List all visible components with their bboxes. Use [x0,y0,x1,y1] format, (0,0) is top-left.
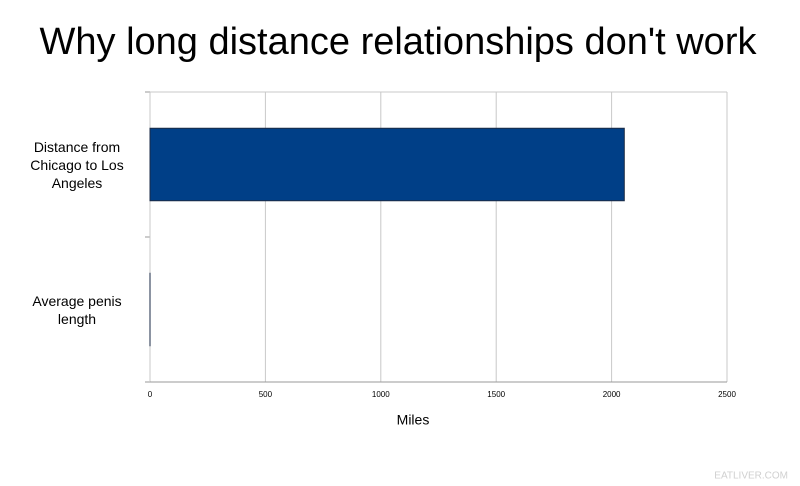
y-tick-label: Average penis length [32,292,122,327]
x-tick-label: 1500 [487,390,505,399]
x-axis-label: Miles [397,412,430,428]
bar [149,127,625,202]
x-tick-label: 2500 [718,390,736,399]
x-tick-label: 1000 [372,390,390,399]
y-tick-label: Distance from Chicago to Los Angeles [30,138,124,191]
x-tick-label: 2000 [603,390,621,399]
chart-title: Why long distance relationships don't wo… [40,21,758,63]
watermark: EATLIVER.COM [714,471,788,482]
x-tick-label: 500 [259,390,273,399]
x-tick-label: 0 [148,390,153,399]
